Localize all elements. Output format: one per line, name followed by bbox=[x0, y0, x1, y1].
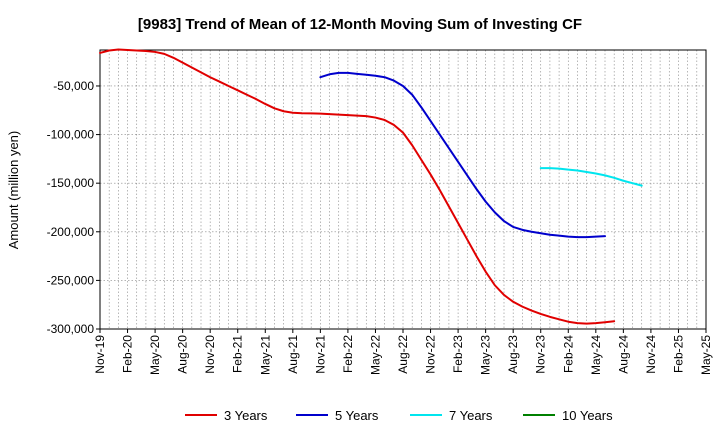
x-tick-label: Aug-21 bbox=[286, 335, 300, 374]
series-lines bbox=[99, 48, 643, 325]
legend-label: 5 Years bbox=[335, 408, 379, 423]
legend-label: 3 Years bbox=[224, 408, 268, 423]
series-line-3-years bbox=[99, 48, 616, 325]
y-tick-label: -100,000 bbox=[47, 128, 95, 142]
x-tick-label: May-21 bbox=[258, 335, 272, 375]
plot-area-frame bbox=[99, 49, 707, 330]
x-tick-label: May-23 bbox=[479, 335, 493, 375]
x-tick-label: May-22 bbox=[368, 335, 382, 375]
x-tick-label: Aug-22 bbox=[396, 335, 410, 374]
series-line-7-years bbox=[539, 167, 643, 187]
series-line-5-years bbox=[319, 71, 606, 239]
x-tick-label: Aug-24 bbox=[616, 335, 630, 374]
x-tick-label: Feb-20 bbox=[121, 335, 135, 373]
x-tick-label: Nov-24 bbox=[644, 335, 658, 374]
y-axis-label: Amount (million yen) bbox=[6, 131, 21, 250]
y-axis-ticks: -50,000 -100,000 -150,000 -200,000 -250,000 -… bbox=[47, 79, 100, 336]
x-tick-label: Nov-19 bbox=[93, 335, 107, 374]
y-tick-label: -300,000 bbox=[47, 322, 95, 336]
x-tick-label: Aug-20 bbox=[176, 335, 190, 374]
x-axis-ticks: Nov-19 Feb-20 May-20 Aug-20 Nov-20 Feb-21 May-… bbox=[93, 329, 713, 375]
x-tick-label: Nov-21 bbox=[313, 335, 327, 374]
x-tick-label: Feb-25 bbox=[671, 335, 685, 373]
x-tick-label: Nov-23 bbox=[534, 335, 548, 374]
x-tick-label: Feb-24 bbox=[561, 335, 575, 373]
x-tick-label: May-25 bbox=[699, 335, 713, 375]
legend: 3 Years 5 Years 7 Years 10 Years bbox=[185, 408, 613, 423]
x-tick-label: Aug-23 bbox=[506, 335, 520, 374]
x-tick-label: Feb-22 bbox=[341, 335, 355, 373]
legend-label: 10 Years bbox=[562, 408, 613, 423]
x-tick-label: Nov-22 bbox=[424, 335, 438, 374]
grid bbox=[100, 50, 706, 330]
chart-title: [9983] Trend of Mean of 12-Month Moving … bbox=[138, 16, 582, 33]
y-tick-label: -150,000 bbox=[47, 176, 95, 190]
legend-label: 7 Years bbox=[449, 408, 493, 423]
y-tick-label: -50,000 bbox=[53, 79, 94, 93]
x-tick-label: May-20 bbox=[148, 335, 162, 375]
x-tick-label: May-24 bbox=[589, 335, 603, 375]
x-tick-label: Feb-21 bbox=[231, 335, 245, 373]
y-tick-label: -200,000 bbox=[47, 225, 95, 239]
x-tick-label: Feb-23 bbox=[451, 335, 465, 373]
x-tick-label: Nov-20 bbox=[203, 335, 217, 374]
y-tick-label: -250,000 bbox=[47, 273, 95, 287]
